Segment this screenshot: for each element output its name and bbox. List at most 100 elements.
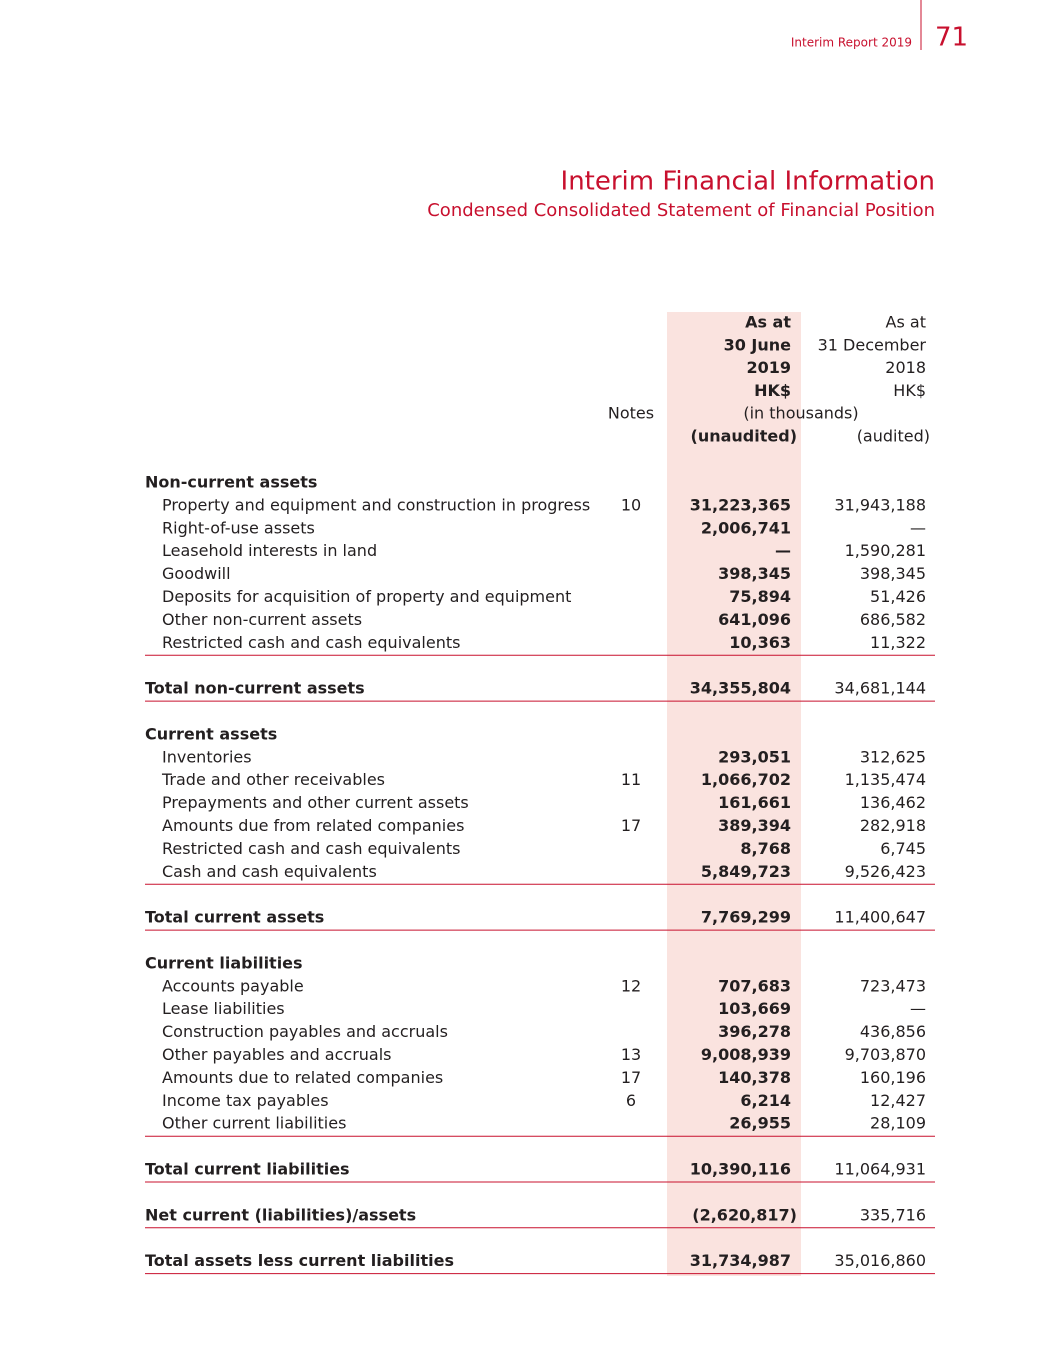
- value-2019: 75,894: [729, 587, 791, 606]
- value-2018: 1,590,281: [845, 541, 926, 560]
- value-2019: 103,669: [718, 999, 791, 1018]
- value-2018: 6,745: [880, 839, 926, 858]
- report-name: Interim Report 2019: [791, 36, 912, 50]
- value-2019: 161,661: [718, 793, 791, 812]
- column-header: 2019: [746, 358, 791, 377]
- total-2018: 335,716: [860, 1205, 926, 1224]
- value-2019: 398,345: [718, 564, 791, 583]
- row-note: 11: [621, 770, 641, 789]
- value-2019: 10,363: [729, 633, 791, 652]
- value-2018: —: [910, 518, 926, 537]
- value-2019: 6,214: [740, 1091, 791, 1110]
- row-note: 17: [621, 1068, 641, 1087]
- value-2019: 389,394: [718, 816, 791, 835]
- row-note: 13: [621, 1045, 641, 1064]
- row-label: Amounts due to related companies: [162, 1068, 443, 1087]
- total-label: Total current liabilities: [145, 1160, 350, 1179]
- row-label: Lease liabilities: [162, 999, 285, 1018]
- value-2018: 686,582: [860, 610, 926, 629]
- row-label: Restricted cash and cash equivalents: [162, 633, 460, 652]
- row-label: Trade and other receivables: [161, 770, 385, 789]
- title: Interim Financial Information: [561, 167, 935, 197]
- row-label: Amounts due from related companies: [162, 816, 464, 835]
- section-heading: Current assets: [145, 724, 277, 743]
- row-note: 10: [621, 495, 641, 514]
- row-label: Leasehold interests in land: [162, 541, 377, 560]
- value-2019: 31,223,365: [690, 495, 791, 514]
- value-2018: 1,135,474: [845, 770, 926, 789]
- value-2019: 5,849,723: [701, 862, 791, 881]
- value-2018: 160,196: [860, 1068, 926, 1087]
- total-2018: 35,016,860: [834, 1251, 926, 1270]
- subtitle: Condensed Consolidated Statement of Fina…: [427, 200, 935, 221]
- value-2018: 9,703,870: [845, 1045, 926, 1064]
- value-2018: —: [910, 999, 926, 1018]
- row-label: Restricted cash and cash equivalents: [162, 839, 460, 858]
- notes-header: Notes: [608, 404, 654, 423]
- section-heading: Non-current assets: [145, 473, 317, 492]
- value-2018: 31,943,188: [834, 495, 926, 514]
- total-2018: 11,064,931: [834, 1160, 926, 1179]
- value-2019: 396,278: [718, 1022, 791, 1041]
- row-label: Accounts payable: [162, 976, 304, 995]
- value-2018: 11,322: [870, 633, 926, 652]
- column-header: HK$: [754, 381, 791, 400]
- total-label: Total assets less current liabilities: [145, 1251, 454, 1270]
- value-2019: 293,051: [718, 747, 791, 766]
- total-label: Total non-current assets: [145, 679, 365, 698]
- column-header: 30 June: [724, 335, 792, 354]
- value-2019: 707,683: [718, 976, 791, 995]
- row-note: 12: [621, 976, 641, 995]
- column-header: 2018: [885, 358, 926, 377]
- value-2019: 9,008,939: [701, 1045, 791, 1064]
- column-header: 31 December: [818, 335, 927, 354]
- row-label: Inventories: [162, 747, 252, 766]
- section-heading: Current liabilities: [145, 953, 303, 972]
- total-2019: 10,390,116: [690, 1160, 791, 1179]
- value-2019: 2,006,741: [701, 518, 791, 537]
- total-2018: 34,681,144: [834, 679, 926, 698]
- status: (audited): [857, 427, 930, 446]
- row-note: 17: [621, 816, 641, 835]
- value-2018: 51,426: [870, 587, 926, 606]
- value-2018: 312,625: [860, 747, 926, 766]
- value-2018: 398,345: [860, 564, 926, 583]
- row-label: Other current liabilities: [162, 1114, 346, 1133]
- value-2018: 436,856: [860, 1022, 926, 1041]
- row-label: Prepayments and other current assets: [162, 793, 469, 812]
- value-2018: 282,918: [860, 816, 926, 835]
- value-2019: 8,768: [740, 839, 791, 858]
- total-2019: 31,734,987: [690, 1251, 791, 1270]
- status: (unaudited): [691, 427, 797, 446]
- value-2018: 723,473: [860, 976, 926, 995]
- value-2019: —: [775, 541, 791, 560]
- highlight-column: [667, 312, 801, 1276]
- total-label: Net current (liabilities)/assets: [145, 1205, 416, 1224]
- total-2018: 11,400,647: [834, 908, 926, 927]
- page-number: 71: [935, 23, 968, 53]
- total-label: Total current assets: [145, 908, 324, 927]
- total-2019: 34,355,804: [690, 679, 791, 698]
- value-2019: 140,378: [718, 1068, 791, 1087]
- row-label: Goodwill: [162, 564, 231, 583]
- column-header: As at: [886, 313, 926, 332]
- value-2018: 28,109: [870, 1114, 926, 1133]
- row-label: Other non-current assets: [162, 610, 362, 629]
- unit: (in thousands): [743, 404, 858, 423]
- row-label: Income tax payables: [162, 1091, 329, 1110]
- value-2018: 136,462: [860, 793, 926, 812]
- row-label: Other payables and accruals: [162, 1045, 392, 1064]
- value-2019: 26,955: [729, 1114, 791, 1133]
- row-label: Deposits for acquisition of property and…: [162, 587, 571, 606]
- column-header: As at: [745, 313, 791, 332]
- row-note: 6: [626, 1091, 636, 1110]
- total-2019: 7,769,299: [701, 908, 791, 927]
- value-2018: 9,526,423: [845, 862, 926, 881]
- value-2019: 641,096: [718, 610, 791, 629]
- total-2019: (2,620,817): [692, 1205, 797, 1224]
- value-2019: 1,066,702: [701, 770, 791, 789]
- row-label: Construction payables and accruals: [162, 1022, 448, 1041]
- row-label: Right-of-use assets: [162, 518, 315, 537]
- value-2018: 12,427: [870, 1091, 926, 1110]
